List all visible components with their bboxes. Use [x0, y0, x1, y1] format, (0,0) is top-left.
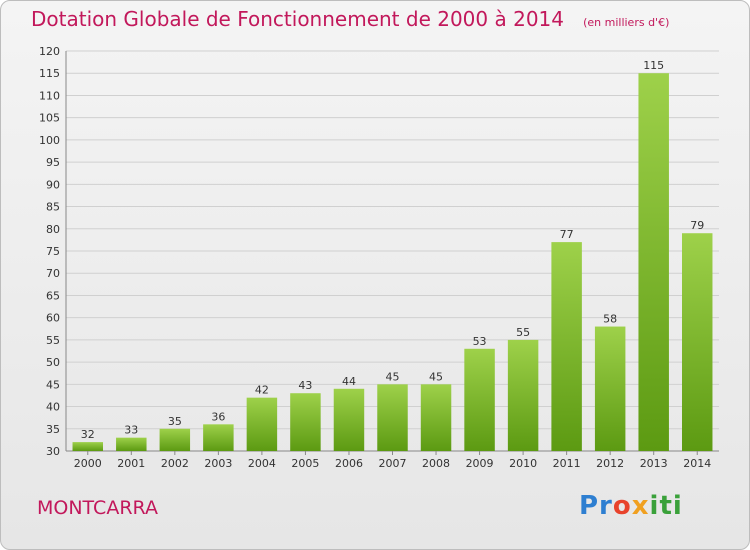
- bar-value-label: 43: [298, 379, 312, 392]
- bar: [116, 437, 147, 451]
- bar: [203, 424, 234, 451]
- bar-value-label: 77: [560, 228, 574, 241]
- x-tick-label: 2004: [248, 457, 276, 470]
- x-tick-label: 2001: [117, 457, 145, 470]
- y-tick-label: 105: [39, 112, 60, 125]
- y-tick-label: 80: [46, 223, 60, 236]
- y-tick-label: 120: [39, 45, 60, 58]
- logo-part: Pr: [579, 491, 613, 521]
- x-tick-label: 2002: [161, 457, 189, 470]
- place-name: MONTCARRA: [37, 497, 158, 519]
- bar: [551, 242, 582, 451]
- y-tick-label: 35: [46, 423, 60, 436]
- bar-value-label: 33: [124, 424, 138, 437]
- x-tick-label: 2009: [466, 457, 494, 470]
- x-tick-label: 2006: [335, 457, 363, 470]
- logo-part: x: [631, 491, 650, 521]
- logo-part: iti: [649, 491, 683, 521]
- logo-part: o: [612, 491, 632, 521]
- y-tick-label: 65: [46, 289, 60, 302]
- bar: [333, 388, 365, 451]
- chart-title: Dotation Globale de Fonctionnement de 20…: [31, 7, 564, 31]
- bar: [377, 384, 408, 451]
- x-tick-label: 2011: [553, 457, 581, 470]
- x-tick-label: 2012: [596, 457, 624, 470]
- x-axis: 2000 2001 2002 2003 2004 2005 2006 2007 2008 2009…: [74, 451, 711, 470]
- y-tick-label: 60: [46, 312, 60, 325]
- x-tick-label: 2014: [683, 457, 711, 470]
- bar: [159, 428, 191, 451]
- y-tick-label: 85: [46, 201, 60, 214]
- bar-value-label: 32: [81, 428, 95, 441]
- bar: [507, 339, 539, 451]
- y-tick-label: 115: [39, 67, 60, 80]
- y-tick-label: 95: [46, 156, 60, 169]
- bars: 32 33 35 36 42 43 44 45 45 53 55 77 58 115 79: [72, 59, 713, 451]
- y-tick-label: 90: [46, 178, 60, 191]
- bar-value-label: 36: [211, 410, 225, 423]
- bar: [681, 233, 713, 451]
- bar-value-label: 115: [643, 59, 664, 72]
- bar: [290, 393, 321, 451]
- y-tick-label: 75: [46, 245, 60, 258]
- y-tick-label: 30: [46, 445, 60, 458]
- y-tick-label: 100: [39, 134, 60, 147]
- bar: [638, 73, 669, 451]
- y-tick-label: 45: [46, 378, 60, 391]
- x-tick-label: 2005: [291, 457, 319, 470]
- y-tick-label: 55: [46, 334, 60, 347]
- bar-value-label: 35: [168, 415, 182, 428]
- bar-value-label: 55: [516, 326, 530, 339]
- bar: [420, 384, 452, 451]
- bar-value-label: 79: [690, 219, 704, 232]
- bar: [464, 348, 495, 451]
- bar-value-label: 58: [603, 313, 617, 326]
- bar: [72, 442, 104, 451]
- bar-value-label: 45: [429, 370, 443, 383]
- bar-value-label: 45: [386, 370, 400, 383]
- y-tick-label: 40: [46, 401, 60, 414]
- x-tick-label: 2010: [509, 457, 537, 470]
- x-tick-label: 2007: [379, 457, 407, 470]
- x-tick-label: 2000: [74, 457, 102, 470]
- y-tick-label: 50: [46, 356, 60, 369]
- chart-subtitle: (en milliers d'€): [583, 16, 670, 29]
- title-row: Dotation Globale de Fonctionnement de 20…: [31, 7, 669, 31]
- bar: [594, 326, 626, 451]
- bar-value-label: 53: [473, 335, 487, 348]
- y-axis: 30 35 40 45 50 55 60 65 70 75 80 85 90 95 100 105 110 115…: [39, 45, 719, 458]
- y-tick-label: 70: [46, 267, 60, 280]
- x-tick-label: 2013: [640, 457, 668, 470]
- y-tick-label: 110: [39, 89, 60, 102]
- proxiti-logo: Proxiti: [579, 491, 683, 521]
- bar-value-label: 42: [255, 384, 269, 397]
- bar: [246, 397, 278, 451]
- x-tick-label: 2008: [422, 457, 450, 470]
- bar-value-label: 44: [342, 375, 356, 388]
- x-tick-label: 2003: [204, 457, 232, 470]
